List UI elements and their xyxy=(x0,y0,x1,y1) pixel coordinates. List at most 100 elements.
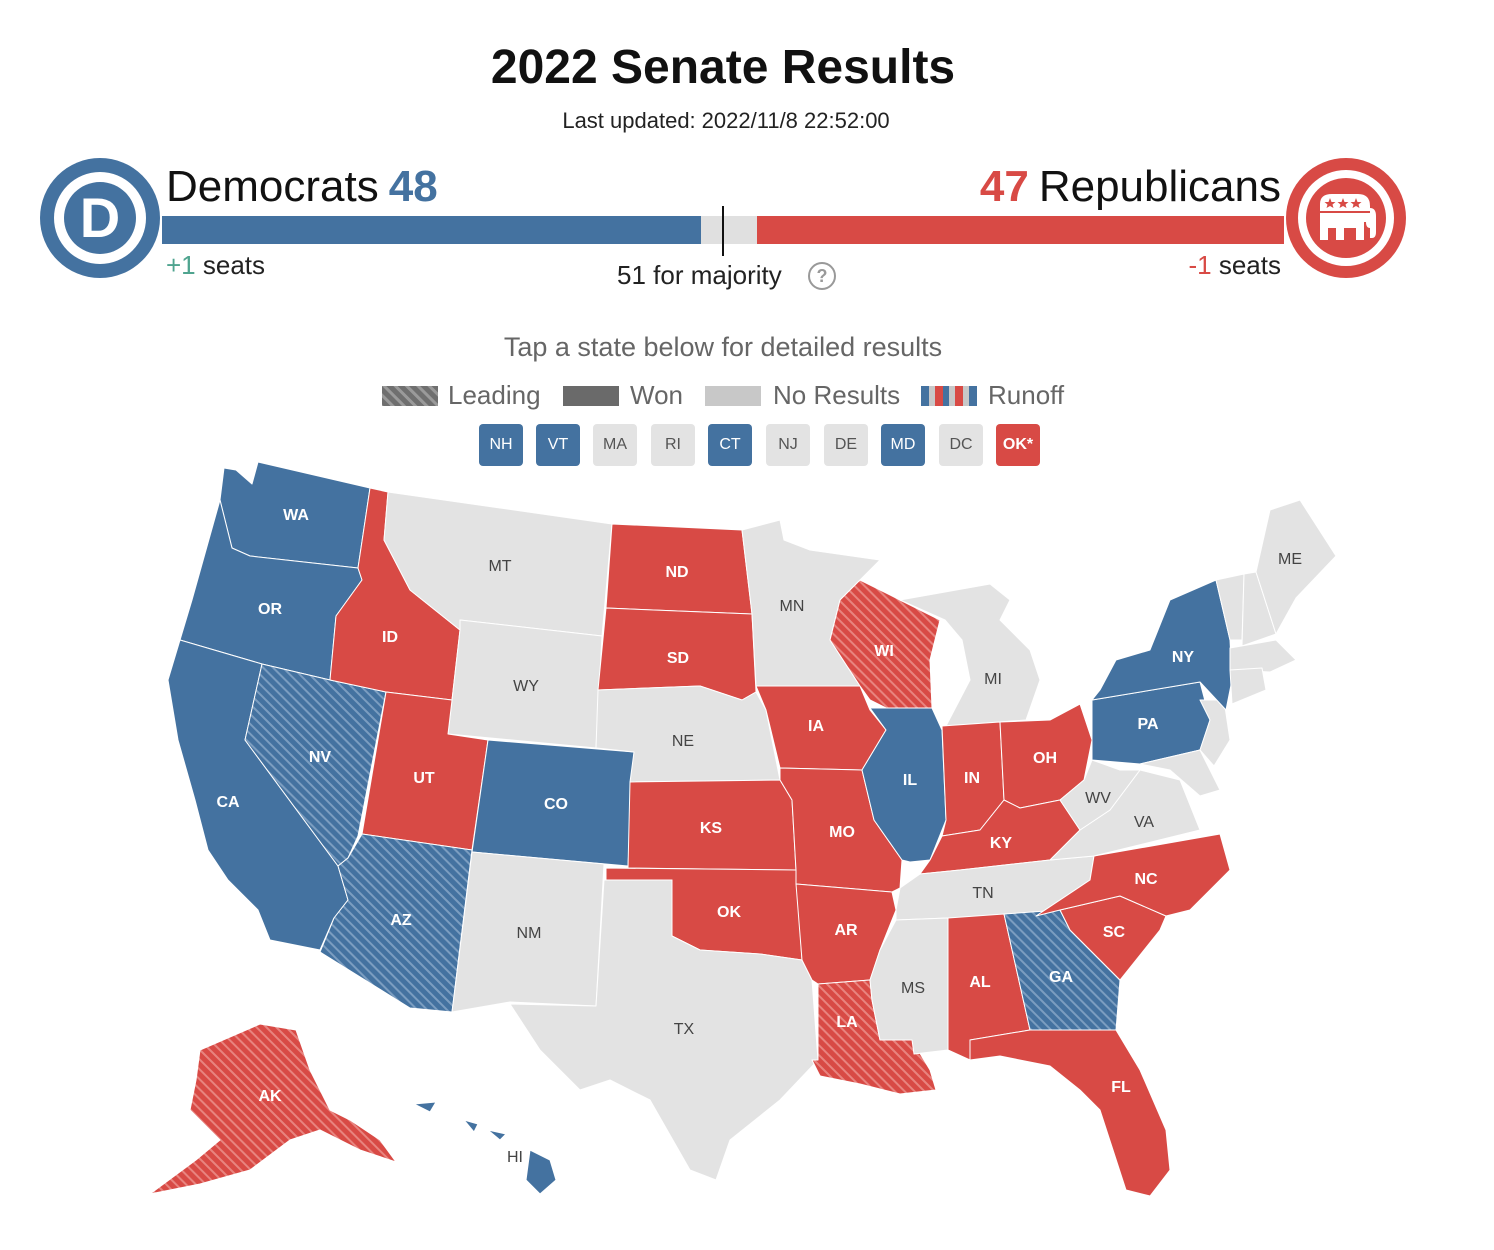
republicans-seat-change: -1 seats xyxy=(1188,250,1281,281)
state-ne[interactable] xyxy=(595,685,781,783)
republicans-change-label: seats xyxy=(1218,250,1281,280)
state-label-id: ID xyxy=(382,629,398,646)
legend-leading-label: Leading xyxy=(448,380,541,410)
state-label-wa: WA xyxy=(283,507,309,524)
state-label-ga: GA xyxy=(1049,969,1073,986)
state-tx[interactable] xyxy=(509,879,819,1181)
legend-no-results: No Results xyxy=(705,380,915,412)
state-label-az: AZ xyxy=(390,912,412,929)
state-mi[interactable] xyxy=(899,583,1041,727)
democrat-logo: D xyxy=(40,158,160,278)
solid-swatch-icon xyxy=(563,386,619,406)
elephant-icon xyxy=(1320,194,1376,240)
page-title: 2022 Senate Results xyxy=(490,41,956,94)
legend-won: Won xyxy=(563,380,693,412)
state-button-ct[interactable]: CT xyxy=(708,424,752,466)
state-label-ak: AK xyxy=(258,1088,282,1105)
state-label-sc: SC xyxy=(1103,924,1126,941)
state-il[interactable] xyxy=(861,707,947,863)
hatched-swatch-icon xyxy=(382,386,438,406)
republicans-seat-count: 47 xyxy=(979,162,1029,211)
state-label-co: CO xyxy=(544,796,568,813)
last-updated-value: 2022/11/8 22:52:00 xyxy=(701,108,890,133)
state-button-ok-star[interactable]: OK* xyxy=(996,424,1040,466)
state-label-al: AL xyxy=(969,974,991,991)
state-label-wv: WV xyxy=(1085,790,1111,807)
state-button-nh[interactable]: NH xyxy=(479,424,523,466)
state-label-ky: KY xyxy=(990,835,1013,852)
map-instructions: Tap a state below for detailed results xyxy=(503,332,943,362)
state-label-va: VA xyxy=(1134,814,1154,831)
state-label-tn: TN xyxy=(972,885,993,902)
state-button-de[interactable]: DE xyxy=(824,424,868,466)
light-swatch-icon xyxy=(705,386,761,406)
state-label-nc: NC xyxy=(1134,871,1158,888)
state-label-hi: HI xyxy=(507,1149,523,1166)
democrats-change-value: +1 xyxy=(166,250,196,280)
state-button-md[interactable]: MD xyxy=(881,424,925,466)
democrats-change-label: seats xyxy=(202,250,266,280)
legend-won-label: Won xyxy=(630,380,683,410)
state-label-ne: NE xyxy=(672,733,694,750)
democrats-seat-count: 48 xyxy=(388,162,438,211)
striped-swatch-icon xyxy=(921,386,977,406)
state-label-wi: WI xyxy=(874,643,894,660)
republican-logo xyxy=(1286,158,1406,278)
state-label-ia: IA xyxy=(808,718,824,735)
state-label-nm: NM xyxy=(517,925,542,942)
republicans-label: Republicans xyxy=(1038,162,1281,211)
state-nm[interactable] xyxy=(451,851,605,1013)
question-icon[interactable]: ? xyxy=(808,262,836,290)
state-ma[interactable] xyxy=(1229,639,1297,673)
republicans-change-value: -1 xyxy=(1188,250,1212,280)
seat-bar-republicans xyxy=(756,216,1284,244)
state-label-ks: KS xyxy=(700,820,723,837)
state-fl[interactable] xyxy=(969,1029,1171,1197)
state-wv[interactable] xyxy=(1059,759,1141,831)
state-label-mi: MI xyxy=(984,671,1002,688)
state-label-pa: PA xyxy=(1137,716,1158,733)
state-label-in: IN xyxy=(964,770,980,787)
state-label-ar: AR xyxy=(834,922,858,939)
state-button-vt[interactable]: VT xyxy=(536,424,580,466)
legend-no-results-label: No Results xyxy=(773,380,901,410)
state-label-ut: UT xyxy=(413,770,435,787)
state-md[interactable] xyxy=(1139,749,1221,797)
democrats-label: Democrats xyxy=(166,162,379,211)
state-nc[interactable] xyxy=(1035,833,1231,917)
state-ct[interactable] xyxy=(1229,667,1267,705)
state-button-ma[interactable]: MA xyxy=(593,424,637,466)
state-label-nd: ND xyxy=(665,564,688,581)
state-label-wy: WY xyxy=(513,678,539,695)
state-label-tx: TX xyxy=(674,1021,695,1038)
state-label-mo: MO xyxy=(829,824,855,841)
state-label-ms: MS xyxy=(901,980,925,997)
last-updated-label: Last updated: xyxy=(562,108,696,133)
democrats-heading: Democrats 48 xyxy=(166,162,438,212)
state-hi[interactable] xyxy=(413,1101,557,1195)
state-wi[interactable] xyxy=(829,579,941,709)
state-button-dc[interactable]: DC xyxy=(939,424,983,466)
seat-bar-democrats xyxy=(162,216,701,244)
state-label-me: ME xyxy=(1278,551,1302,568)
state-label-mt: MT xyxy=(488,558,511,575)
legend-runoff-label: Runoff xyxy=(988,380,1065,410)
state-button-nj[interactable]: NJ xyxy=(766,424,810,466)
democrat-d-icon: D xyxy=(79,186,121,249)
state-label-nv: NV xyxy=(309,749,332,766)
state-label-sd: SD xyxy=(667,650,689,667)
state-label-ok: OK xyxy=(717,904,741,921)
state-label-or: OR xyxy=(258,601,282,618)
state-me[interactable] xyxy=(1255,499,1337,635)
majority-label: 51 for majority xyxy=(617,260,782,290)
state-label-mn: MN xyxy=(780,598,805,615)
state-ak[interactable] xyxy=(149,1023,397,1195)
legend-leading: Leading xyxy=(382,380,552,412)
state-label-ca: CA xyxy=(216,794,240,811)
state-button-ri[interactable]: RI xyxy=(651,424,695,466)
state-label-la: LA xyxy=(836,1014,858,1031)
state-label-ny: NY xyxy=(1172,649,1195,666)
legend-runoff: Runoff xyxy=(921,380,1081,412)
republicans-heading: 47 Republicans xyxy=(980,162,1281,212)
